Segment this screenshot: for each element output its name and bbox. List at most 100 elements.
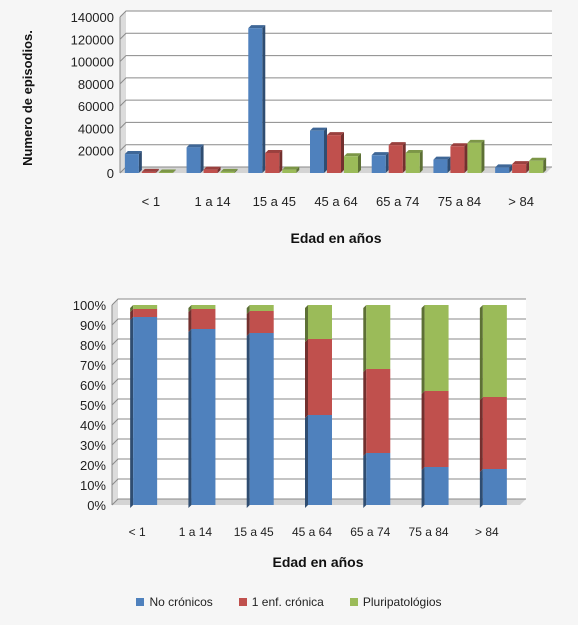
bar-side xyxy=(341,132,344,173)
legend-swatch-no-cronicos xyxy=(136,598,145,606)
bar xyxy=(371,155,386,173)
bar-top xyxy=(495,164,513,168)
legend-label-no-cronicos: No crónicos xyxy=(149,595,213,609)
x-tick-label: > 84 xyxy=(508,194,534,209)
bar-segment xyxy=(366,453,391,505)
bar-segment xyxy=(249,311,274,333)
bar-segment xyxy=(366,369,391,453)
bar-side xyxy=(200,144,204,173)
y-tick-label: 80000 xyxy=(78,77,114,92)
bar xyxy=(450,146,465,173)
bar-top xyxy=(265,149,283,153)
bar-side xyxy=(217,166,221,173)
y-tick-label: 50% xyxy=(80,398,106,413)
bar-segment-side xyxy=(130,317,134,508)
bar-segment xyxy=(133,305,158,309)
x-tick-label: 45 a 64 xyxy=(292,525,332,539)
bar xyxy=(220,171,235,173)
x-tick-label: > 84 xyxy=(475,525,499,539)
x-tick-label: 45 a 64 xyxy=(314,194,357,209)
x-tick-label: 1 a 14 xyxy=(179,525,213,539)
y-tick-label: 60% xyxy=(80,378,106,393)
bar-side xyxy=(509,164,513,173)
bar-top xyxy=(141,168,159,172)
bar-segment-side xyxy=(305,339,308,418)
bar-segment-side xyxy=(479,305,483,400)
bar-top xyxy=(450,143,468,147)
bar-segment xyxy=(424,305,449,391)
bar-segment-side xyxy=(363,369,367,456)
bar-side xyxy=(324,127,327,173)
bar-top xyxy=(203,166,221,170)
bar-side xyxy=(155,168,159,173)
x-tick-label: 15 a 45 xyxy=(253,194,296,209)
y-tick-label: 60000 xyxy=(78,99,114,114)
bar-top xyxy=(405,149,423,153)
bar-segment-side xyxy=(421,467,425,508)
bar-top xyxy=(512,161,530,165)
y-tick-label: 100% xyxy=(73,298,107,313)
bar-top xyxy=(327,132,344,136)
legend-item-no-cronicos: No crónicos xyxy=(136,595,213,609)
bar-side xyxy=(172,169,176,173)
y-tick-label: 70% xyxy=(80,358,106,373)
bar-side xyxy=(543,157,547,173)
x-tick-label: 75 a 84 xyxy=(438,194,481,209)
gridline xyxy=(119,77,552,85)
bar-side xyxy=(385,152,389,173)
y-tick-label: 40% xyxy=(80,418,106,433)
bar-top xyxy=(248,25,266,29)
bar-top xyxy=(124,151,142,155)
bar-segment xyxy=(482,397,507,469)
bar-segment xyxy=(249,305,274,311)
bar-top xyxy=(158,169,176,173)
bar-segment-side xyxy=(363,453,367,508)
legend-item-pluri: Pluripatológios xyxy=(349,595,442,609)
bar-segment-side xyxy=(421,391,425,470)
bar-side xyxy=(447,156,451,173)
x-tick-label: < 1 xyxy=(129,525,146,539)
bar-side xyxy=(464,143,468,173)
bar xyxy=(158,172,173,173)
bar-side xyxy=(402,142,406,173)
bar-segment-side xyxy=(479,469,483,508)
gridline xyxy=(119,10,552,18)
percent-stacked-bar-chart: 0% 10% 20% 30% 40% 50% 60% 70% 80% 90% 100% < 1 1 a … xyxy=(73,298,526,570)
y-tick-label: 10% xyxy=(80,478,106,493)
y-tick-label: 30% xyxy=(80,438,106,453)
bar-side xyxy=(296,166,300,173)
bar-segment-side xyxy=(130,309,134,320)
legend-label-una-enf: 1 enf. crónica xyxy=(251,595,324,609)
y-tick-label: 20% xyxy=(80,458,106,473)
bar-segment-side xyxy=(188,305,192,312)
bar-segment xyxy=(191,329,216,505)
bar-segment xyxy=(424,391,449,467)
bar-segment-side xyxy=(479,397,483,472)
bar xyxy=(512,164,527,173)
bar-side xyxy=(419,149,423,173)
y-tick-label: 120000 xyxy=(71,32,114,47)
bar-segment xyxy=(482,469,507,505)
bar-segment xyxy=(249,333,274,505)
bar-segment-side xyxy=(363,305,367,372)
bar-segment-side xyxy=(305,305,308,342)
legend-swatch-una-enf xyxy=(238,598,247,606)
bar-segment xyxy=(366,305,391,369)
x-tick-label: 65 a 74 xyxy=(350,525,390,539)
y-tick-label: 140000 xyxy=(71,10,114,25)
bar-segment xyxy=(482,305,507,397)
x-axis-label: Edad en años xyxy=(290,230,381,246)
episodes-bar-chart: 0 20000 40000 60000 80000 100000 120000 140000 <… xyxy=(20,10,552,246)
bar xyxy=(265,152,280,173)
y-tick-label: 100000 xyxy=(71,55,114,70)
bar xyxy=(124,154,139,173)
bar-side xyxy=(279,149,283,173)
bar-top xyxy=(433,156,451,160)
gridline xyxy=(119,32,552,40)
y-tick-label: 90% xyxy=(80,318,106,333)
bar-side xyxy=(138,151,142,173)
bar-segment-side xyxy=(246,333,250,508)
bar xyxy=(495,167,510,173)
x-tick-label: 75 a 84 xyxy=(409,525,449,539)
y-axis-label: Numero de episodios. xyxy=(20,30,35,166)
